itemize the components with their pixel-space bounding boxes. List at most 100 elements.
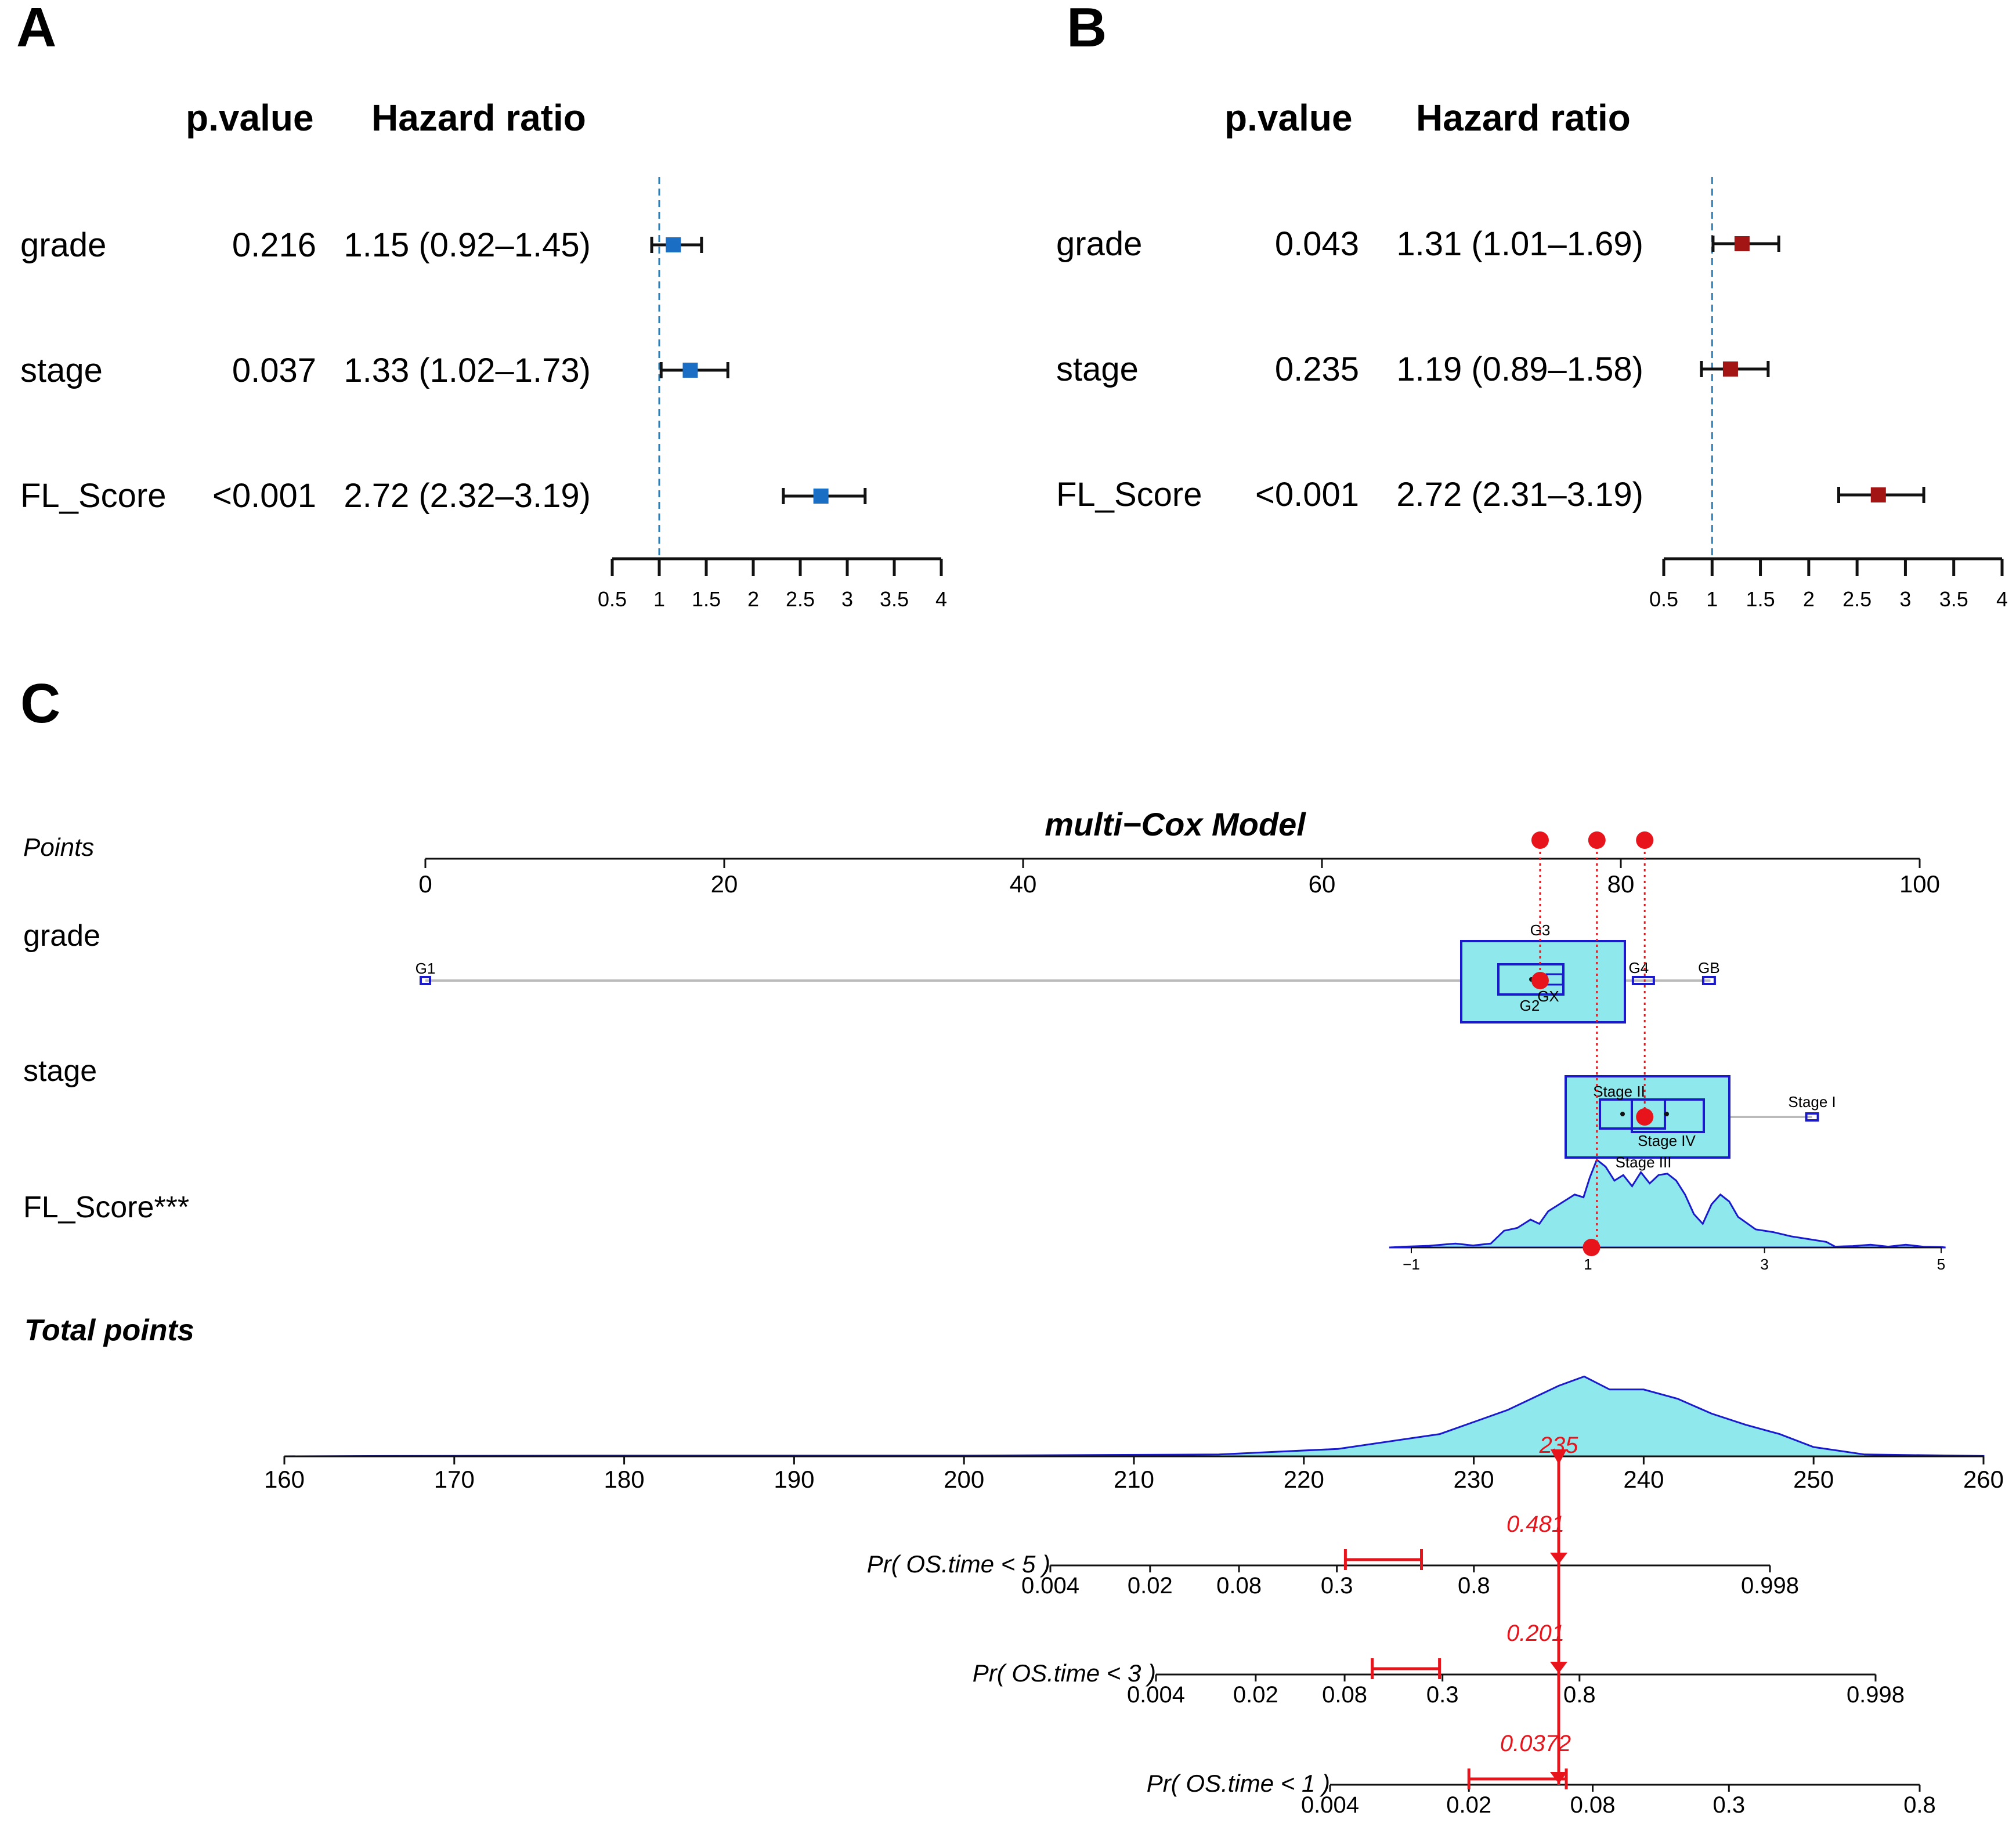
- prob-row-label: Pr( OS.time < 5 ): [867, 1550, 1050, 1578]
- x-tick-label: 4: [935, 587, 947, 611]
- x-tick-label: 2.5: [1842, 587, 1872, 611]
- total-points-tick-label: 230: [1454, 1466, 1494, 1493]
- stage-box-dot: [1620, 1112, 1625, 1116]
- row-pvalue: 0.037: [232, 352, 316, 389]
- hr-header-a: Hazard ratio: [371, 97, 586, 139]
- x-tick-label: 4: [1996, 587, 2008, 611]
- grade-level-label: G1: [416, 960, 436, 977]
- row-label: FL_Score: [20, 477, 166, 515]
- prob-tick-label: 0.02: [1446, 1792, 1491, 1818]
- prob-tick-label: 0.3: [1321, 1573, 1353, 1598]
- total-selection-marker: [1551, 1449, 1567, 1464]
- stage-box-inner: [1631, 1098, 1705, 1133]
- total-points-tick-label: 200: [944, 1466, 984, 1493]
- stage-level-label: Stage IV: [1638, 1132, 1696, 1149]
- row-pvalue: 0.043: [1275, 225, 1359, 263]
- fl-score-selected-dot: [1583, 1239, 1600, 1256]
- panel-label-b: B: [1067, 0, 1107, 59]
- total-points-tick-label: 250: [1793, 1466, 1834, 1493]
- prob-tick-label: 0.8: [1903, 1792, 1936, 1818]
- hr-point: [1722, 361, 1738, 377]
- prob-tick-label: 0.08: [1322, 1682, 1367, 1708]
- prob-tick-label: 0.998: [1847, 1682, 1905, 1708]
- x-tick-label: 3.5: [1939, 587, 1968, 611]
- prob-tick-label: 0.004: [1301, 1792, 1359, 1818]
- forest-plot-b: B p.value Hazard ratio grade 0.043 1.31 …: [1056, 0, 2008, 611]
- row-label: grade: [20, 226, 106, 264]
- prob-row-label: Pr( OS.time < 1 ): [1147, 1770, 1330, 1797]
- points-highlight-dot: [1636, 831, 1654, 849]
- grade-level-label: G3: [1530, 921, 1551, 939]
- x-tick-label: 1: [653, 587, 665, 611]
- x-tick-label: 3: [841, 587, 853, 611]
- total-points-tick-label: 160: [264, 1466, 305, 1493]
- panel-label-a: A: [16, 0, 56, 59]
- row-pvalue: 0.216: [232, 226, 316, 264]
- total-points-tick-label: 210: [1114, 1466, 1154, 1493]
- total-points-tick-label: 260: [1963, 1466, 2004, 1493]
- hr-point: [666, 237, 681, 252]
- prob-value-label: 0.481: [1506, 1511, 1565, 1537]
- x-tick-label: 2.5: [786, 587, 815, 611]
- x-tick-label: 2: [1803, 587, 1815, 611]
- prob-tick-label: 0.08: [1570, 1792, 1616, 1818]
- pvalue-header-b: p.value: [1224, 97, 1353, 139]
- fl-score-tick-label: 3: [1760, 1256, 1768, 1273]
- grade-level-label: GX: [1537, 988, 1559, 1005]
- x-tick-label: 0.5: [1649, 587, 1678, 611]
- prob-tick-label: 0.8: [1458, 1573, 1490, 1598]
- total-selection-label: 235: [1539, 1433, 1578, 1458]
- prob-tick-label: 0.08: [1216, 1573, 1262, 1598]
- fl-score-tick-label: 5: [1937, 1256, 1945, 1273]
- x-tick-label: 2: [747, 587, 759, 611]
- row-pvalue: 0.235: [1275, 350, 1359, 388]
- hr-point: [682, 363, 698, 378]
- fl-score-tick-label: 1: [1584, 1256, 1592, 1273]
- points-row-label: Points: [23, 833, 94, 862]
- points-highlight-dot: [1588, 831, 1606, 849]
- forest-marks-b: 0.5 1 1.5 2 2.5 3 3.5 4: [1649, 177, 2008, 611]
- grade-level-mark: [1631, 976, 1655, 985]
- prob-tick-label: 0.004: [1127, 1682, 1185, 1708]
- forest-plot-a: A p.value Hazard ratio grade 0.216 1.15 …: [16, 0, 947, 611]
- x-tick-label: 3.5: [880, 587, 909, 611]
- row-hr-text: 1.15 (0.92–1.45): [344, 226, 591, 264]
- prob-value-label: 0.0372: [1500, 1731, 1571, 1756]
- total-points-density: [284, 1375, 1985, 1458]
- row-label: FL_Score: [1056, 476, 1202, 513]
- panel-label-c: C: [20, 672, 60, 735]
- hr-point: [813, 489, 829, 504]
- grade-selected-dot: [1531, 972, 1549, 989]
- x-tick-label: 1.5: [1746, 587, 1775, 611]
- points-tick-label: 20: [711, 870, 738, 898]
- points-tick-label: 40: [1010, 870, 1037, 898]
- prob-tick-label: 0.02: [1128, 1573, 1173, 1598]
- x-tick-label: 0.5: [598, 587, 627, 611]
- row-label: stage: [1056, 350, 1139, 388]
- stage-box-dot: [1664, 1112, 1669, 1116]
- points-tick-label: 100: [1899, 870, 1940, 898]
- row-pvalue: <0.001: [212, 477, 316, 515]
- row-hr-text: 1.33 (1.02–1.73): [344, 352, 591, 389]
- grade-level-mark: [420, 976, 431, 985]
- nomogram-c: C multi−Cox Model Points grade stage FL_…: [20, 672, 2004, 1818]
- total-points-tick-label: 220: [1284, 1466, 1324, 1493]
- grade-level-mark: [1701, 976, 1716, 985]
- fl-score-tick-label: −1: [1403, 1256, 1420, 1273]
- total-points-tick-label: 240: [1623, 1466, 1664, 1493]
- total-points-tick-label: 190: [774, 1466, 814, 1493]
- row-hr-text: 1.31 (1.01–1.69): [1396, 225, 1643, 263]
- fl-score-density: [1389, 1158, 1946, 1249]
- grade-level-label: G2: [1520, 997, 1540, 1014]
- pvalue-header-a: p.value: [186, 97, 314, 139]
- stage-row-label: stage: [23, 1054, 97, 1088]
- grade-row-label: grade: [23, 919, 100, 953]
- points-tick-label: 0: [418, 870, 432, 898]
- stage-selected-dot: [1636, 1108, 1654, 1126]
- points-tick-label: 60: [1309, 870, 1336, 898]
- prob-tick-label: 0.8: [1563, 1682, 1596, 1708]
- points-tick-label: 80: [1607, 870, 1635, 898]
- prob-tick-label: 0.3: [1426, 1682, 1459, 1708]
- row-pvalue: <0.001: [1255, 476, 1359, 513]
- forest-marks-a: 0.5 1 1.5 2 2.5 3 3.5 4: [598, 177, 947, 611]
